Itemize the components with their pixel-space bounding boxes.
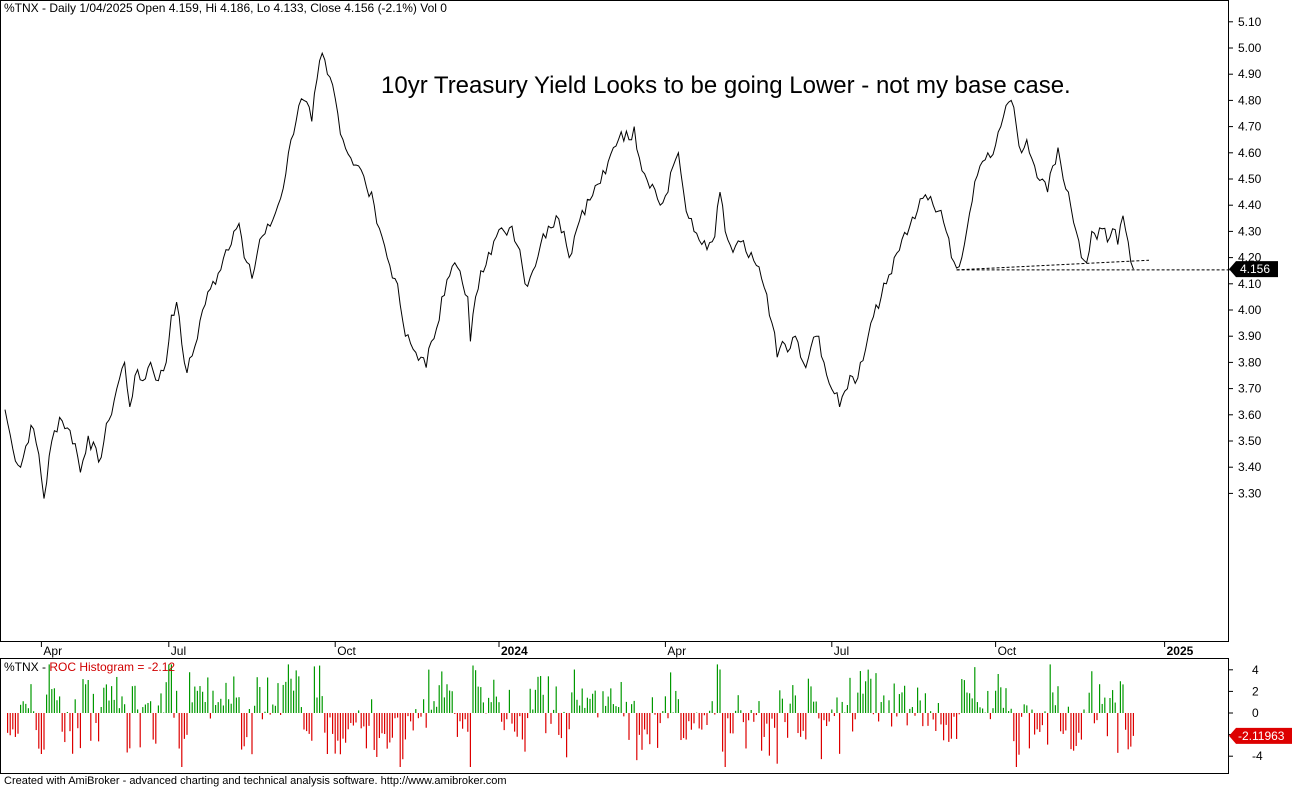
price-chart-header: %TNX - Daily 1/04/2025 Open 4.159, Hi 4.… [4, 1, 447, 15]
roc-pane-header: %TNX - ROC Histogram = -2.12 [4, 660, 175, 674]
roc-axis: 420-2-4 [1228, 663, 1263, 763]
price-line [4, 51, 1134, 499]
price-tick-label: 3.80 [1238, 355, 1262, 369]
footer-credit: Created with AmiBroker - advanced charti… [4, 775, 507, 787]
last-price-badge [1229, 261, 1278, 278]
price-tick-label: 3.60 [1238, 408, 1262, 422]
roc-symbol-label: %TNX - [4, 660, 50, 674]
price-tick-label: 4.00 [1238, 303, 1262, 317]
price-series [4, 51, 1134, 499]
price-tick-label: 4.10 [1238, 277, 1262, 291]
time-tick-label: 2024 [501, 644, 528, 658]
price-axis: 5.10 5.00 4.90 4.80 4.70 4.60 4.50 4.40 4.30 4.20… [1228, 15, 1262, 500]
price-tick-label: 4.50 [1238, 172, 1262, 186]
roc-tick-label: -4 [1252, 749, 1263, 763]
price-tick-label: 4.30 [1238, 224, 1262, 238]
roc-tick-label: 4 [1252, 663, 1259, 677]
price-pane-border [0, 0, 1229, 642]
time-tick-label: Jul [834, 644, 849, 658]
last-roc-marker: -2.11963 [1229, 727, 1292, 744]
price-tick-label: 3.30 [1238, 486, 1262, 500]
price-tick-label: 5.10 [1238, 15, 1262, 29]
roc-tick-label: 0 [1252, 706, 1259, 720]
price-tick-label: 4.40 [1238, 198, 1262, 212]
time-tick-label: Oct [998, 644, 1017, 658]
roc-indicator-label: ROC Histogram = -2.12 [49, 660, 176, 674]
price-tick-label: 3.50 [1238, 434, 1262, 448]
price-tick-label: 3.40 [1238, 460, 1262, 474]
time-tick-label: Jul [171, 644, 186, 658]
trendline [956, 259, 1150, 271]
time-axis: AprJulOct2024AprJulOct2025Apr [40, 641, 1194, 658]
trendlines [956, 259, 1240, 271]
roc-histogram [6, 664, 1135, 767]
price-tick-label: 4.80 [1238, 93, 1262, 107]
time-tick-label: 2025 [1167, 644, 1194, 658]
chart-annotation: 10yr Treasury Yield Looks to be going Lo… [381, 72, 1071, 99]
price-tick-label: 4.90 [1238, 67, 1262, 81]
roc-tick-label: 2 [1252, 684, 1259, 698]
chart-frame [0, 0, 1229, 774]
last-roc-badge [1229, 727, 1292, 744]
time-tick-label: Apr [667, 644, 686, 658]
price-tick-label: 5.00 [1238, 41, 1262, 55]
price-tick-label: 4.60 [1238, 146, 1262, 160]
roc-pane-border [0, 658, 1229, 774]
time-tick-label: Apr [43, 644, 62, 658]
price-tick-label: 3.90 [1238, 329, 1262, 343]
last-price-marker: 4.156 [1229, 261, 1278, 278]
price-tick-label: 4.20 [1238, 251, 1262, 265]
price-tick-label: 3.70 [1238, 382, 1262, 396]
price-tick-label: 4.70 [1238, 120, 1262, 134]
last-price-label: 4.156 [1240, 262, 1270, 276]
last-roc-label: -2.11963 [1238, 729, 1285, 743]
time-tick-label: Oct [337, 644, 356, 658]
